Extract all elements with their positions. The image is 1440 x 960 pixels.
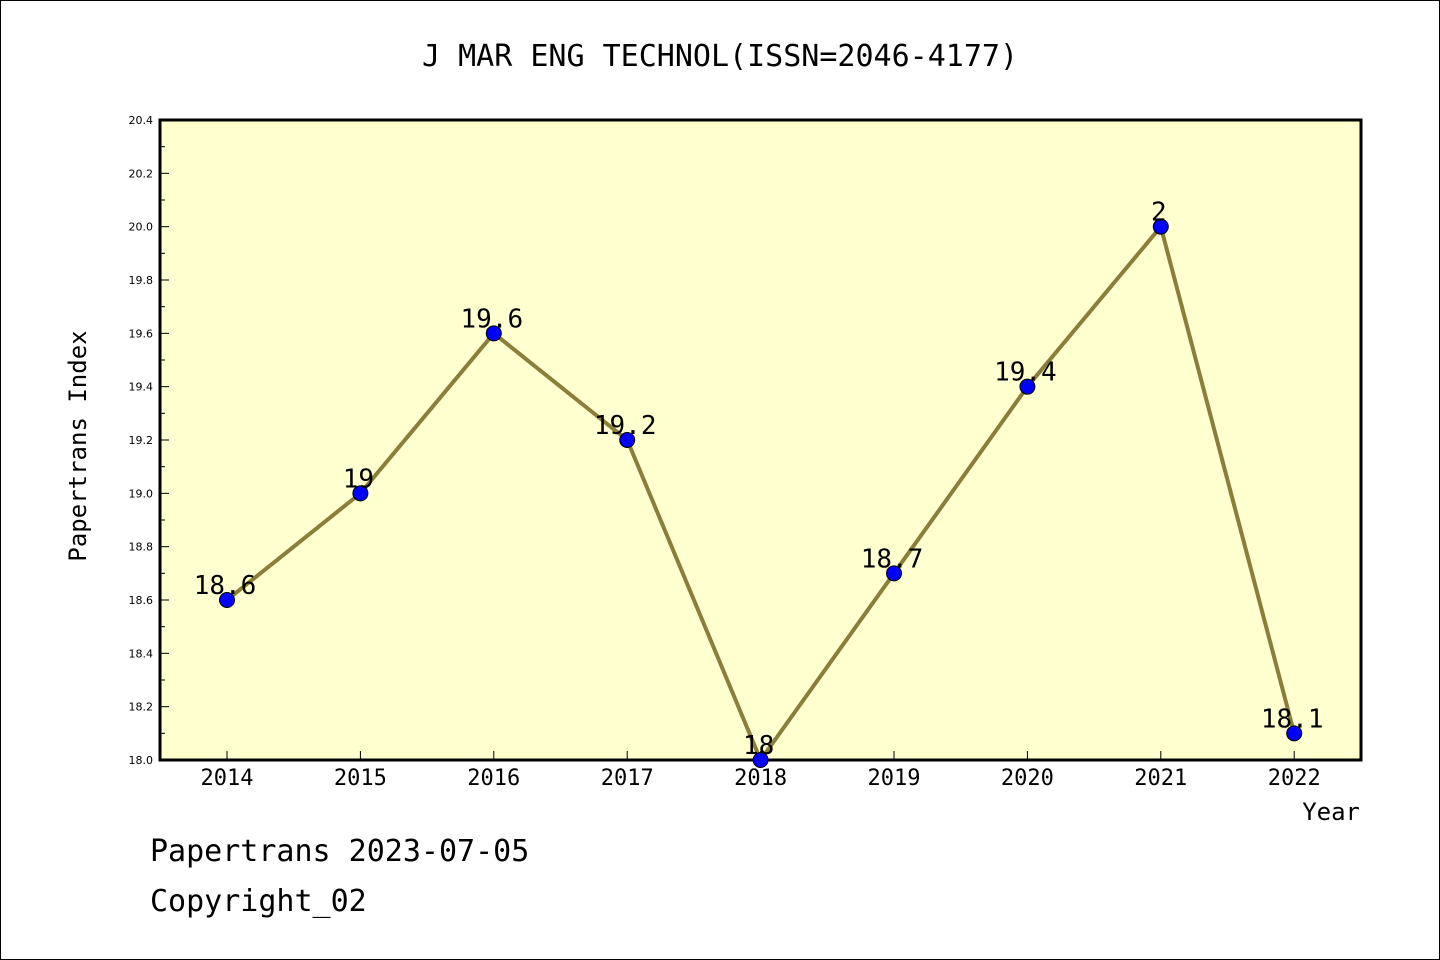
chart-title: J MAR ENG TECHNOL(ISSN=2046-4177): [422, 39, 1018, 74]
x-tick-label: 2014: [201, 766, 254, 791]
x-tick-label: 2022: [1268, 766, 1321, 791]
x-tick-label: 2017: [601, 766, 654, 791]
data-point: [1019, 378, 1036, 395]
x-tick-label: 2016: [467, 766, 520, 791]
series-layer: [219, 218, 1303, 768]
data-point: [485, 325, 502, 342]
data-point: [352, 485, 369, 502]
x-tick-label: 2019: [868, 766, 921, 791]
y-axis-ticks: 18.0 18.2 18.4 18.6 18.8 19.0 19.2 19.4 19.6 19.8…: [129, 114, 169, 767]
data-point: [219, 592, 235, 608]
y-tick-label: 18.0: [129, 754, 154, 767]
data-label: 18.7: [861, 544, 924, 574]
data-label: 19.2: [594, 411, 657, 441]
data-label: 18.6: [194, 571, 257, 601]
data-label: 19: [343, 464, 374, 494]
x-axis-ticks: 2014 2015 2016 2017 2018 2019 2020 2021 2022: [201, 751, 1321, 791]
data-point: [1286, 725, 1303, 742]
x-tick-label: 2015: [334, 766, 387, 791]
y-tick-label: 19.4: [129, 381, 154, 394]
y-tick-label: 19.6: [129, 327, 154, 340]
data-label: 19.6: [460, 304, 523, 334]
data-label: 19.4: [994, 358, 1057, 388]
data-label: 18: [743, 731, 774, 761]
x-tick-label: 2020: [1001, 766, 1054, 791]
y-tick-label: 20.2: [129, 167, 154, 180]
data-label: 18.1: [1261, 704, 1324, 734]
data-point: [886, 565, 902, 582]
y-tick-label: 20.4: [129, 114, 154, 127]
x-tick-label: 2021: [1134, 766, 1187, 791]
y-tick-label: 18.2: [129, 701, 154, 714]
y-axis-label: Papertrans Index: [64, 330, 92, 561]
data-point: [752, 752, 769, 768]
y-tick-label: 18.4: [129, 647, 154, 660]
y-tick-label: 20.0: [129, 221, 154, 234]
y-tick-label: 18.8: [129, 541, 154, 554]
data-label: 2: [1151, 198, 1167, 228]
data-label-layer: 18.6 19 19.6 19.2 18 18.7 19.4 2 18.1: [194, 198, 1324, 761]
y-tick-label: 18.6: [129, 594, 154, 607]
y-tick-label: 19.0: [129, 487, 154, 500]
y-tick-label: 19.8: [129, 274, 154, 287]
x-axis-label: Year: [1302, 798, 1360, 826]
y-tick-label: 19.2: [129, 434, 154, 447]
data-point: [1152, 218, 1169, 235]
plot-area: [158, 118, 1363, 762]
data-point: [619, 432, 636, 448]
footer-copyright-text: Copyright_02: [150, 884, 367, 919]
x-tick-label: 2018: [734, 766, 787, 791]
footer-date-text: Papertrans 2023-07-05: [150, 834, 530, 869]
